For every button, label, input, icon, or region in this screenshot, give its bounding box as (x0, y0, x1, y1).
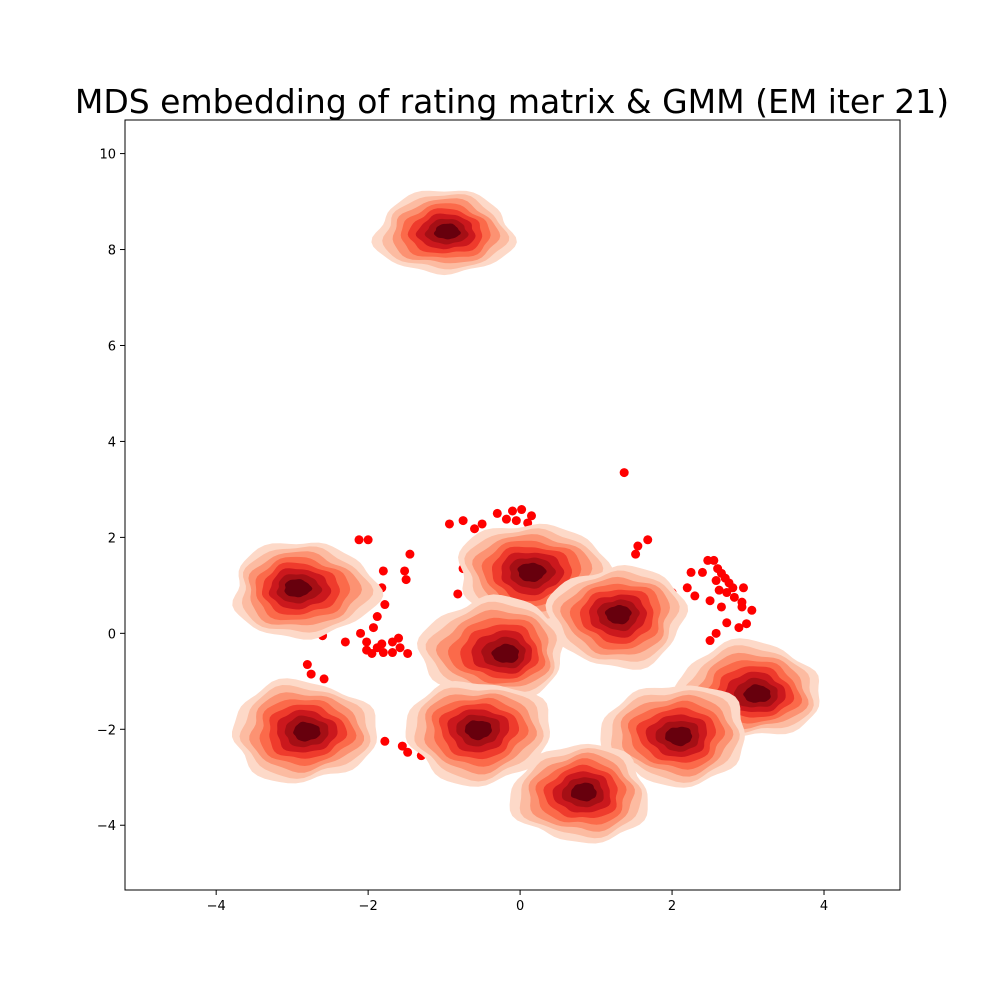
contour-level (293, 721, 321, 742)
data-point (728, 583, 738, 593)
data-point (709, 555, 719, 565)
data-point (737, 602, 747, 612)
data-point (470, 524, 480, 534)
data-point (686, 567, 696, 577)
y-tick-label: 0 (108, 627, 116, 642)
data-point (387, 648, 397, 658)
y-tick-label: −4 (97, 819, 116, 834)
data-point (380, 600, 390, 610)
gmm-component (545, 565, 689, 670)
data-point (362, 637, 372, 647)
y-tick-label: −2 (97, 723, 116, 738)
y-tick-label: 6 (108, 339, 116, 354)
data-point (526, 511, 536, 521)
contour-level (517, 562, 547, 582)
data-point (631, 549, 641, 559)
data-point (401, 575, 411, 585)
data-point (453, 589, 463, 599)
data-point (711, 628, 721, 638)
data-point (403, 648, 413, 658)
data-point (492, 508, 502, 518)
contour-level (743, 684, 771, 703)
y-tick-label: 8 (108, 244, 116, 259)
gmm-component (405, 681, 550, 787)
gmm-component (232, 542, 384, 640)
data-point (690, 591, 700, 601)
x-tick-label: −4 (207, 899, 226, 914)
contour-level (464, 720, 492, 741)
data-point (523, 518, 533, 528)
plot-frame (124, 119, 901, 891)
gmm-component (509, 743, 648, 844)
data-point (354, 535, 364, 545)
gmm-component (417, 594, 565, 699)
gmm-component (371, 190, 517, 276)
data-point (368, 623, 378, 633)
data-point (378, 648, 388, 658)
x-tick-label: 2 (668, 899, 676, 914)
data-point (372, 643, 382, 653)
data-point (742, 619, 752, 629)
contour-level (570, 782, 597, 802)
gmm-component (600, 685, 745, 788)
data-point (619, 468, 629, 478)
data-point (722, 618, 732, 628)
data-point (682, 583, 692, 593)
data-point (394, 633, 404, 643)
x-tick-label: 4 (820, 899, 828, 914)
contour-level (665, 726, 693, 747)
data-point (705, 596, 715, 606)
data-point (738, 583, 748, 593)
data-point (378, 566, 388, 576)
data-point (363, 535, 373, 545)
data-point (711, 576, 721, 586)
chart-title: MDS embedding of rating matrix & GMM (EM… (75, 82, 949, 121)
data-point (444, 519, 454, 529)
data-point (501, 514, 511, 524)
data-point (697, 567, 707, 577)
data-point (734, 623, 744, 633)
data-point (716, 602, 726, 612)
data-point (477, 519, 487, 529)
data-point (643, 535, 653, 545)
data-point (340, 637, 350, 647)
x-tick-label: −2 (359, 899, 378, 914)
data-point (397, 741, 407, 751)
data-point (705, 636, 715, 646)
data-point (729, 592, 739, 602)
x-tick-label: 0 (516, 899, 524, 914)
contour-level (604, 605, 632, 625)
data-point (508, 506, 517, 516)
data-point (517, 505, 527, 515)
contour-level (491, 643, 519, 663)
x-axis: −4 −2 0 2 4 (207, 890, 828, 914)
y-tick-label: 2 (108, 531, 116, 546)
data-point (356, 628, 366, 638)
y-axis: −4 −2 0 2 4 6 8 10 (97, 148, 125, 834)
data-point (400, 566, 410, 576)
data-point (372, 612, 382, 622)
data-point (380, 736, 390, 746)
data-point (302, 660, 312, 670)
data-point (458, 516, 468, 526)
data-point (403, 747, 413, 757)
y-tick-label: 4 (108, 435, 116, 450)
y-tick-label: 10 (99, 148, 116, 163)
data-point (395, 643, 405, 653)
data-point (747, 605, 757, 615)
data-point (319, 674, 329, 684)
data-point (714, 585, 724, 595)
data-point (511, 516, 521, 526)
gmm-contours (232, 190, 820, 844)
contour-level (433, 223, 461, 240)
data-point (633, 541, 643, 551)
data-point (362, 645, 372, 655)
data-point (306, 669, 316, 679)
contour-level (284, 579, 313, 598)
gmm-component (232, 678, 377, 784)
data-point (722, 588, 732, 598)
data-point (405, 549, 415, 559)
